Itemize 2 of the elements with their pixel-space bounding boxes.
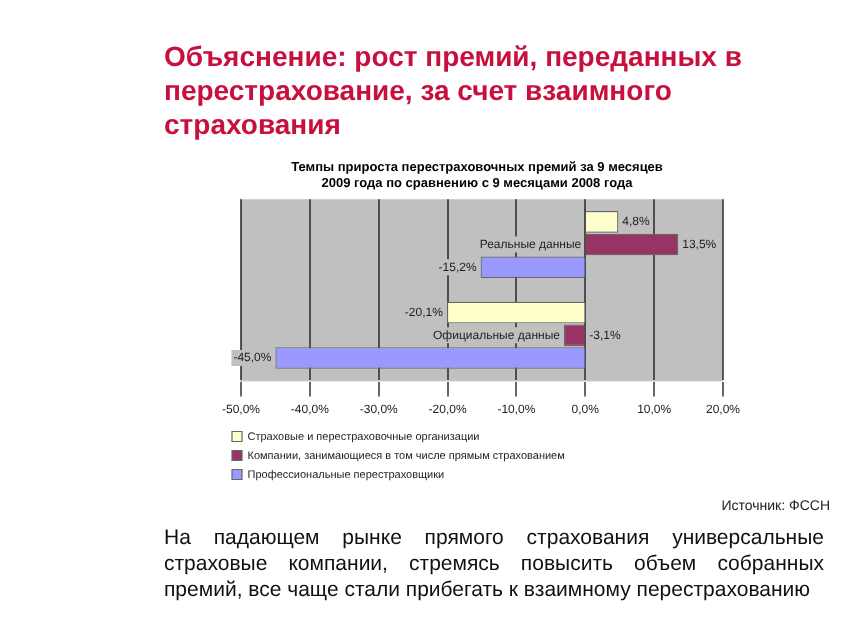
- text: На падающем рынке прямого страхования универсальные страховые компании, стремясь повысить объем собранных премий, все чаще стали прибегать к взаимному перестрахованию: [164, 526, 824, 604]
- chart-title: Объяснение: рост премий, переданных в перестрахование, за счет взаимного страхования: [164, 40, 744, 142]
